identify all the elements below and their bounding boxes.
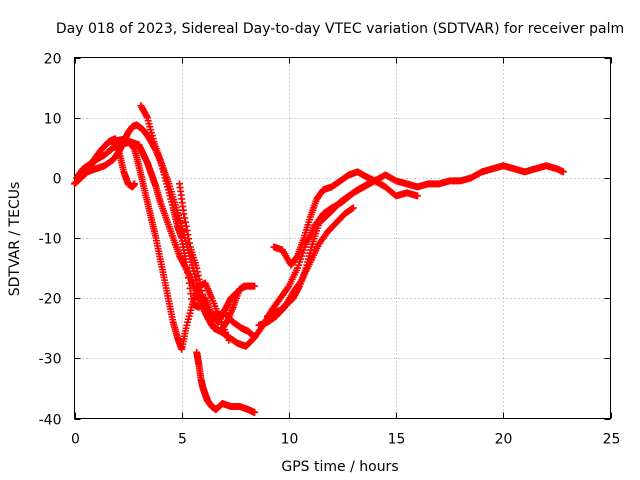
y-tick-label: -10	[39, 232, 62, 248]
data-point	[182, 258, 190, 266]
data-point	[131, 180, 139, 188]
data-point	[183, 263, 191, 271]
series-track-j	[255, 204, 357, 329]
data-point	[182, 222, 190, 230]
data-point	[184, 274, 192, 282]
data-point	[197, 283, 205, 291]
x-tick-label: 10	[281, 432, 299, 448]
data-point	[284, 284, 292, 292]
data-point	[184, 231, 192, 239]
data-point	[349, 204, 357, 212]
data-point	[143, 112, 151, 120]
data-point	[181, 218, 189, 226]
data-point	[251, 333, 259, 341]
series-track-g	[193, 348, 259, 416]
y-tick-label: 0	[53, 172, 62, 188]
data-point	[183, 226, 191, 234]
y-tick-label: -40	[39, 413, 62, 429]
axis-ticks: 0 5 10 15 20 25 -40 -30 -20 -10 0 10 20	[39, 52, 621, 448]
series-track-e	[105, 135, 139, 191]
data-point	[185, 235, 193, 243]
data-point	[251, 408, 259, 416]
chart-title: Day 018 of 2023, Sidereal Day-to-day VTE…	[56, 21, 624, 37]
data-point	[180, 210, 188, 218]
y-tick-label: 10	[44, 112, 62, 128]
data-points	[71, 102, 567, 416]
data-point	[414, 192, 422, 200]
data-point	[198, 290, 206, 298]
data-point	[187, 290, 195, 298]
x-tick-label: 5	[178, 432, 187, 448]
data-point	[185, 239, 193, 247]
data-point	[196, 279, 204, 287]
data-point	[559, 168, 567, 176]
y-tick-label: -30	[39, 352, 62, 368]
x-tick-label: 25	[603, 432, 621, 448]
data-point	[297, 278, 305, 286]
data-point	[194, 268, 202, 276]
series-track-f	[176, 180, 259, 335]
data-point	[364, 180, 372, 188]
series-track-h	[270, 168, 422, 269]
data-point	[184, 269, 192, 277]
data-point	[193, 264, 201, 272]
x-tick-label: 15	[388, 432, 406, 448]
data-point	[185, 279, 193, 287]
data-point	[251, 282, 259, 290]
data-point	[198, 287, 206, 295]
y-tick-label: 20	[44, 52, 62, 68]
data-point	[188, 295, 196, 303]
data-point	[186, 284, 194, 292]
data-point	[181, 214, 189, 222]
series-track-d	[137, 102, 248, 326]
y-tick-label: -20	[39, 292, 62, 308]
y-axis-label: SDTVAR / TECUs	[7, 182, 23, 297]
x-axis-label: GPS time / hours	[281, 459, 398, 475]
x-tick-label: 20	[495, 432, 513, 448]
x-tick-label: 0	[71, 432, 80, 448]
data-point	[250, 334, 258, 342]
data-point	[195, 275, 203, 283]
data-point	[194, 272, 202, 280]
